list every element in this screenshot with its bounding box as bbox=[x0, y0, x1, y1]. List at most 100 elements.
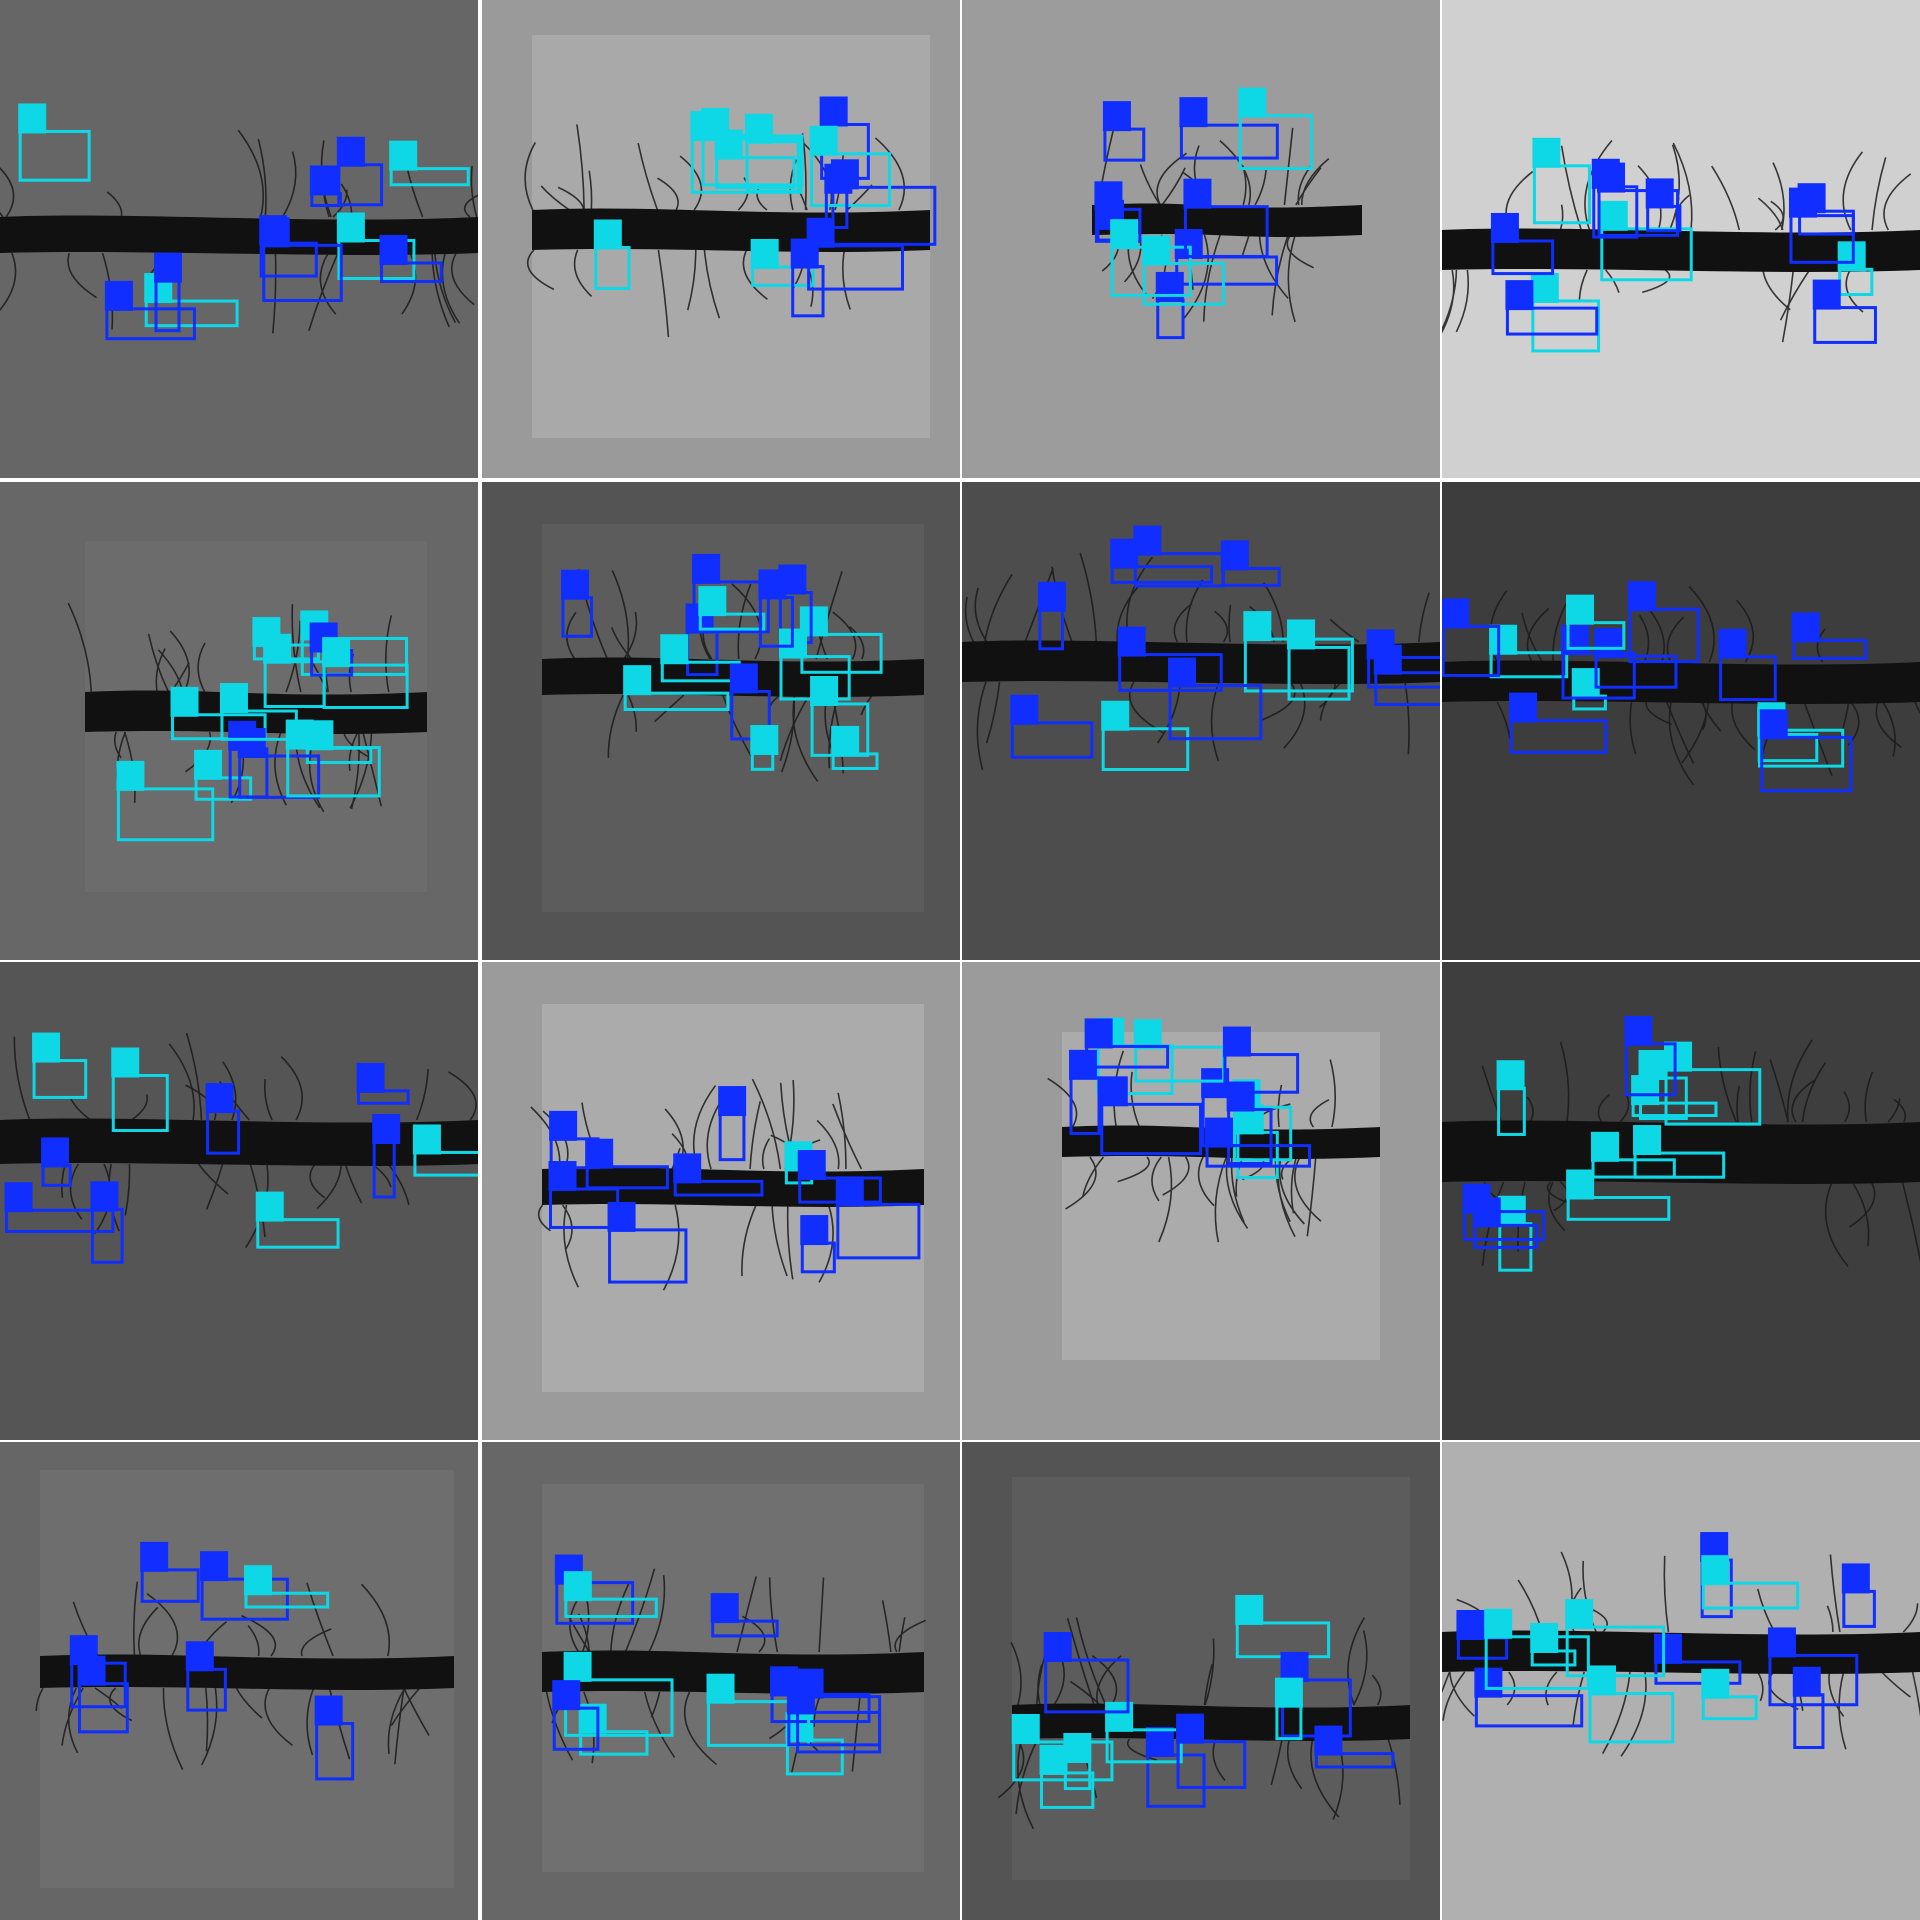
annotation-box bbox=[322, 663, 409, 710]
tile-r1c1 bbox=[0, 0, 478, 478]
annotation-box bbox=[673, 1179, 764, 1197]
annotation-tag bbox=[673, 1153, 702, 1184]
root-body bbox=[542, 1650, 924, 1694]
annotation-tag bbox=[1653, 1633, 1682, 1664]
annotation-tag bbox=[1110, 219, 1139, 250]
annotation-box bbox=[715, 156, 796, 190]
annotation-box bbox=[1238, 114, 1314, 171]
annotation-tag bbox=[1792, 1666, 1821, 1697]
annotation-box bbox=[1597, 189, 1680, 237]
annotation-tag bbox=[1222, 1026, 1251, 1057]
annotation-box bbox=[1367, 655, 1440, 689]
annotation-tag bbox=[623, 665, 652, 696]
annotation-tag bbox=[1102, 101, 1131, 132]
annotation-box bbox=[1719, 655, 1777, 702]
annotation-tag bbox=[18, 103, 47, 134]
annotation-box bbox=[1566, 621, 1626, 650]
annotation-tag bbox=[1566, 1169, 1595, 1200]
annotation-box bbox=[171, 713, 267, 741]
annotation-box bbox=[1183, 205, 1269, 258]
annotation-tag bbox=[563, 1571, 592, 1602]
microscopy-image bbox=[530, 1004, 924, 1392]
annotation-box bbox=[1664, 1068, 1762, 1126]
annotation-tag bbox=[835, 1176, 864, 1207]
annotation-box bbox=[1628, 607, 1700, 664]
annotation-box bbox=[585, 1165, 669, 1190]
annotation-box bbox=[623, 691, 730, 712]
annotation-box bbox=[1633, 1151, 1726, 1179]
annotation-tag bbox=[1599, 200, 1628, 231]
annotation-tag bbox=[1530, 272, 1559, 303]
annotation-box bbox=[1591, 1158, 1676, 1179]
microscopy-image bbox=[35, 1470, 454, 1888]
annotation-tag bbox=[154, 252, 183, 283]
tile-r3c3 bbox=[962, 962, 1440, 1440]
annotation-box bbox=[1565, 1625, 1666, 1678]
annotation-box bbox=[389, 167, 470, 187]
annotation-tag bbox=[1561, 625, 1590, 656]
tile-r3c4 bbox=[1442, 962, 1920, 1440]
annotation-box bbox=[1281, 1678, 1352, 1738]
annotation-tag bbox=[1110, 538, 1139, 569]
annotation-tag bbox=[1788, 187, 1817, 218]
annotation-tag bbox=[1176, 1713, 1205, 1744]
annotation-box bbox=[1594, 654, 1678, 689]
annotation-box bbox=[779, 655, 851, 701]
annotation-tag bbox=[548, 1161, 577, 1192]
annotation-box bbox=[1757, 733, 1819, 763]
annotation-box bbox=[238, 754, 321, 799]
annotation-box bbox=[1838, 267, 1874, 297]
annotation-tag bbox=[170, 686, 199, 717]
annotation-box bbox=[1101, 727, 1190, 772]
annotation-tag bbox=[660, 634, 689, 665]
annotation-tag bbox=[4, 1182, 33, 1213]
annotation-tag bbox=[185, 1641, 214, 1672]
annotation-tag bbox=[1566, 594, 1595, 625]
annotation-box bbox=[1701, 1695, 1758, 1721]
annotation-tag bbox=[1759, 709, 1788, 740]
annotation-box bbox=[707, 1700, 811, 1747]
annotation-box bbox=[144, 299, 239, 328]
annotation-tag bbox=[1063, 1732, 1092, 1763]
annotation-tag bbox=[1099, 1076, 1128, 1107]
annotation-layer bbox=[69, 1541, 355, 1781]
annotation-box bbox=[116, 787, 215, 842]
annotation-tag bbox=[1174, 228, 1203, 259]
annotation-box bbox=[220, 709, 298, 741]
annotation-tag bbox=[1591, 1131, 1620, 1162]
annotation-tag bbox=[1474, 1667, 1503, 1698]
annotation-tag bbox=[831, 725, 860, 756]
annotation-tag bbox=[205, 1083, 234, 1114]
annotation-box bbox=[1532, 164, 1591, 225]
annotation-tag bbox=[244, 1565, 273, 1596]
annotation-box bbox=[690, 137, 803, 194]
annotation-box bbox=[1179, 123, 1279, 160]
annotation-box bbox=[810, 152, 891, 207]
annotation-box bbox=[1146, 1753, 1206, 1808]
annotation-tag bbox=[1701, 1668, 1730, 1699]
annotation-tag bbox=[1142, 235, 1171, 266]
annotation-tag bbox=[90, 1181, 119, 1212]
annotation-box bbox=[807, 244, 905, 291]
annotation-tag bbox=[706, 1673, 735, 1704]
annotation-tag bbox=[809, 125, 838, 156]
annotation-tag bbox=[1280, 1651, 1309, 1682]
root-body bbox=[962, 640, 1440, 684]
annotation-tag bbox=[1841, 1563, 1870, 1594]
annotation-layer bbox=[4, 1032, 478, 1264]
annotation-box bbox=[380, 261, 443, 284]
annotation-box bbox=[1474, 1694, 1584, 1728]
annotation-box bbox=[1701, 1581, 1800, 1610]
annotation-box bbox=[41, 1163, 72, 1187]
tile-r2c2 bbox=[482, 482, 960, 960]
annotation-box bbox=[32, 1059, 88, 1099]
annotation-tag bbox=[111, 1047, 140, 1078]
annotation-box bbox=[1561, 651, 1636, 700]
tile-r1c2 bbox=[482, 0, 960, 478]
tile-r4c2 bbox=[482, 1442, 960, 1920]
annotation-tag bbox=[1484, 1608, 1513, 1639]
microscopy-image bbox=[1442, 1532, 1920, 1757]
microscopy-image bbox=[962, 525, 1440, 772]
annotation-box bbox=[1792, 638, 1868, 660]
